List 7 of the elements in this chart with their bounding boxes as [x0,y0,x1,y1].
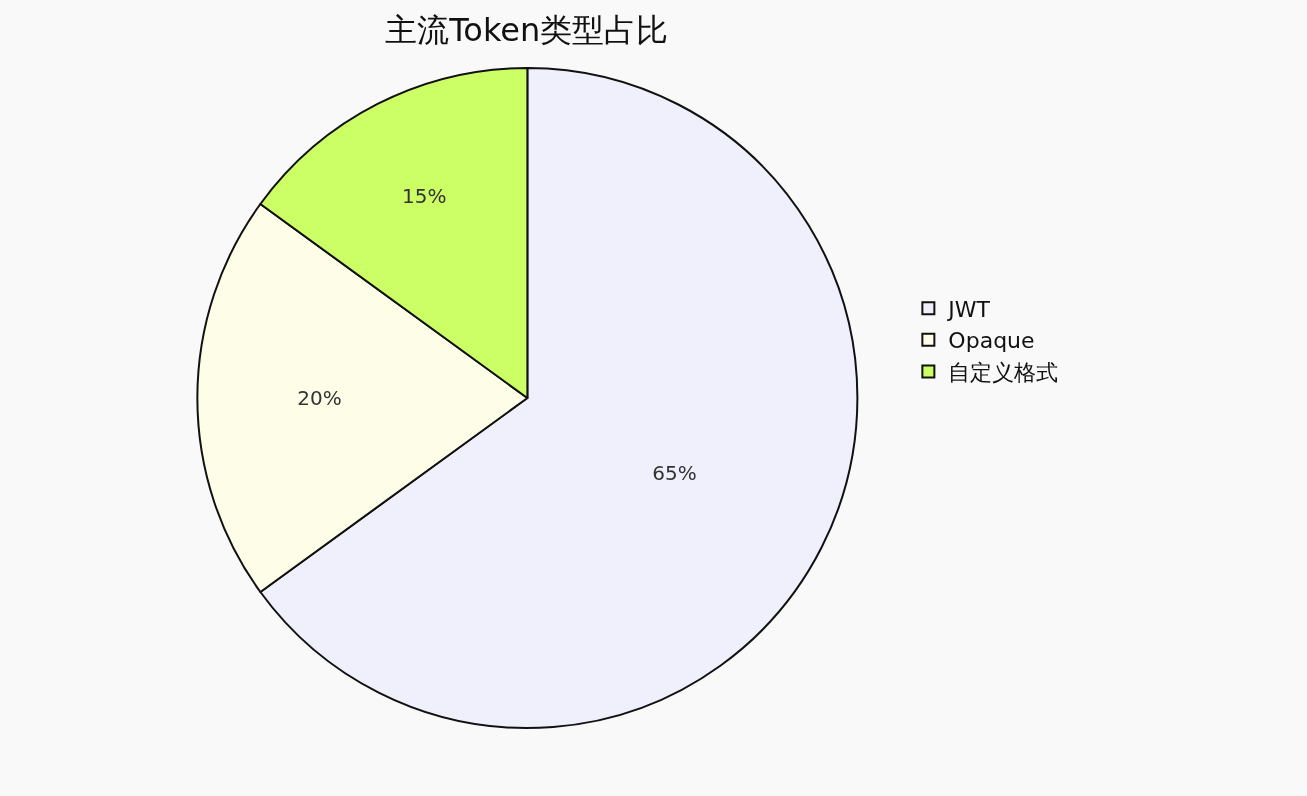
legend-label: 自定义格式 [948,359,1059,385]
data-label: 65% [652,460,697,485]
data-label: 20% [297,386,342,410]
data-label: 15% [402,183,447,208]
chart-title: 主流Token类型占比 [385,11,669,50]
legend-label: JWT [946,296,991,322]
legend-label: Opaque [948,328,1035,354]
